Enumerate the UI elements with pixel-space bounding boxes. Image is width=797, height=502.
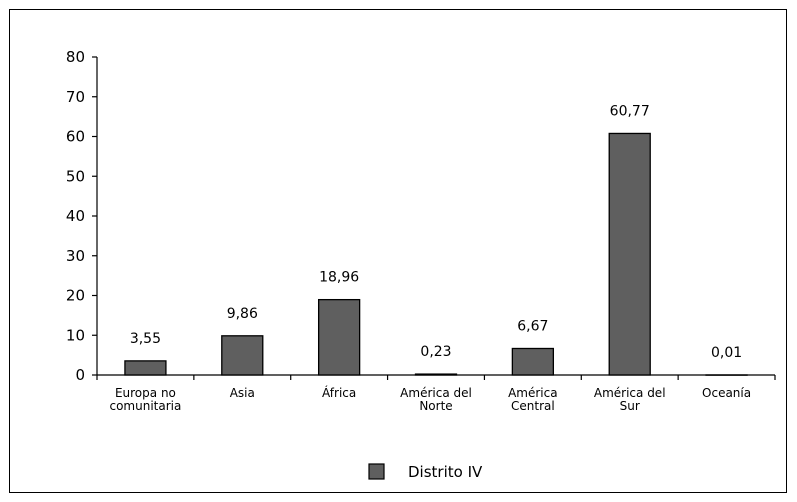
x-tick-label: América del Norte	[400, 386, 472, 413]
y-axis: 0 10 20 30 40 50 60 70 80	[66, 48, 98, 384]
data-label: 6,67	[517, 318, 548, 334]
y-tick-label: 50	[66, 167, 85, 185]
y-tick-label: 80	[66, 48, 85, 66]
y-tick-label: 0	[75, 366, 85, 384]
legend-swatch	[368, 463, 385, 480]
legend: Distrito IV	[368, 463, 483, 481]
bar	[414, 373, 458, 376]
x-tick-label: América del Sur	[594, 386, 666, 413]
x-tick-label: África	[322, 385, 356, 400]
data-label: 0,01	[711, 345, 742, 361]
x-tick-label: Europa no comunitaria	[109, 386, 181, 413]
y-tick-label: 60	[66, 128, 85, 146]
x-axis: Europa no comunitaria Asia África América de…	[96, 374, 776, 413]
data-label: 60,77	[610, 103, 650, 119]
legend-label: Distrito IV	[408, 463, 483, 481]
chart-frame	[9, 9, 787, 493]
x-tick-label: Oceanía	[702, 386, 751, 400]
data-label: 18,96	[319, 270, 359, 286]
x-tick-label: Asia	[230, 386, 255, 400]
data-label: 0,23	[420, 344, 451, 360]
bar	[221, 335, 264, 376]
y-tick-label: 20	[66, 287, 85, 305]
data-label: 9,86	[227, 306, 258, 322]
bars	[124, 132, 748, 376]
bar	[608, 132, 651, 376]
x-tick-label: América Central	[508, 386, 558, 413]
bar	[511, 347, 555, 376]
y-tick-label: 70	[66, 88, 85, 106]
bar	[124, 360, 167, 376]
y-tick-label: 10	[66, 326, 85, 344]
y-tick-label: 30	[66, 247, 85, 265]
data-labels: 3,55 9,86 18,96 0,23 6,67 60,77 0,01	[130, 103, 742, 361]
data-label: 3,55	[130, 331, 161, 347]
y-tick-label: 40	[66, 207, 85, 225]
bar	[317, 298, 361, 376]
